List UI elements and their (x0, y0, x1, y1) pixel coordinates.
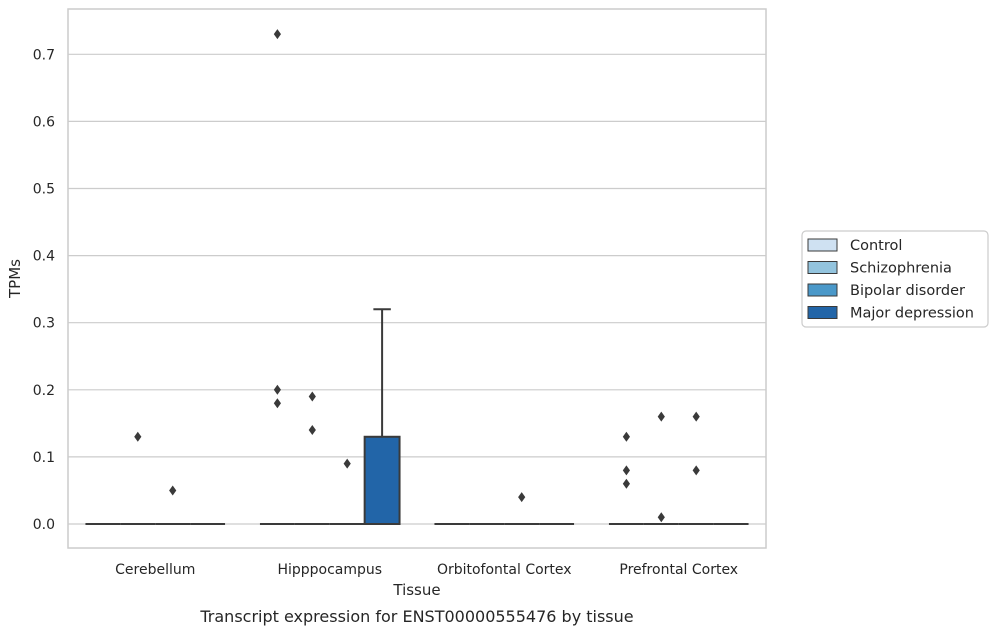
outlier-point (692, 465, 700, 476)
y-tick-label: 0.4 (33, 249, 55, 265)
y-tick-label: 0.0 (33, 517, 55, 533)
y-tick-label: 0.2 (33, 383, 55, 399)
outlier-point (308, 425, 316, 436)
outliers (134, 29, 700, 523)
y-tick-label: 0.7 (33, 47, 55, 63)
y-axis-label: TPMs (6, 259, 24, 299)
outlier-point (657, 411, 665, 422)
outlier-point (273, 29, 281, 40)
legend-swatch (807, 238, 838, 252)
outlier-point (169, 485, 177, 496)
outlier-point (343, 458, 351, 469)
y-tick-label: 0.6 (33, 114, 55, 130)
outlier-point (657, 512, 665, 523)
outlier-point (273, 398, 281, 409)
chart-caption: Transcript expression for ENST0000055547… (199, 607, 633, 626)
legend-swatch (807, 283, 838, 297)
legend: Control Schizophrenia Bipolar disorder Majo… (801, 230, 989, 328)
outlier-point (622, 478, 630, 489)
legend-label: Bipolar disorder (850, 283, 965, 299)
x-axis-label: Tissue (392, 581, 440, 599)
legend-label: Control (850, 238, 902, 254)
x-tick-label: Orbitofontal Cortex (437, 562, 572, 578)
outlier-point (308, 391, 316, 402)
plot-frame (67, 8, 767, 549)
y-tick-label: 0.1 (33, 450, 55, 466)
outlier-point (692, 411, 700, 422)
legend-swatch (807, 306, 838, 319)
outlier-point (622, 431, 630, 442)
y-tick-label: 0.3 (33, 316, 55, 332)
outlier-point (273, 384, 281, 395)
x-tick-labels: Cerebellum Hipppocampus Orbitofontal Corte… (115, 562, 738, 578)
legend-label: Major depression (850, 306, 974, 322)
legend-label: Schizophrenia (850, 261, 952, 277)
grid-lines (68, 53, 766, 525)
outlier-point (134, 431, 142, 442)
x-tick-label: Cerebellum (115, 562, 195, 578)
legend-swatch (807, 261, 838, 274)
box (363, 435, 401, 525)
outlier-point (518, 492, 526, 503)
y-tick-label: 0.5 (33, 182, 55, 198)
legend-frame (801, 230, 989, 328)
x-tick-label: Prefrontal Cortex (619, 562, 738, 578)
outlier-point (622, 465, 630, 476)
boxes (85, 308, 749, 525)
box-major-depression (363, 308, 401, 525)
x-tick-label: Hipppocampus (277, 562, 382, 578)
y-tick-labels: 0.0 0.1 0.2 0.3 0.4 0.5 0.6 0.7 (33, 47, 55, 533)
